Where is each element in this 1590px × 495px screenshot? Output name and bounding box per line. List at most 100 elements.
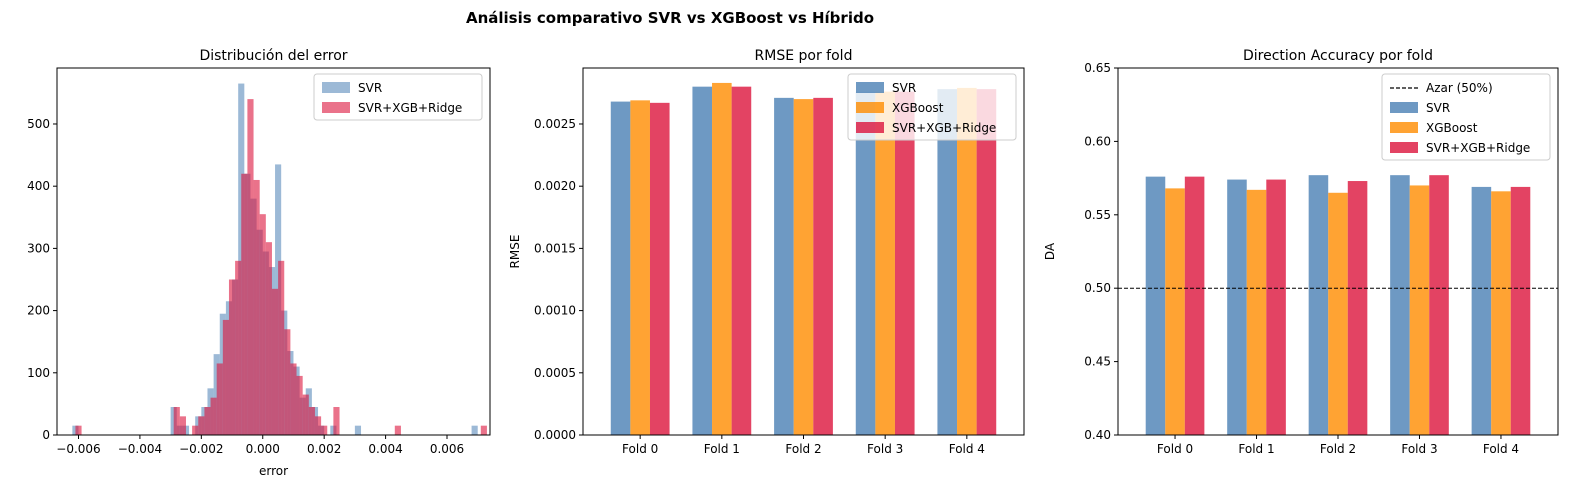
chart-2-ytick-label: 0.55 <box>1084 208 1111 222</box>
chart-0-hist-bar-1 <box>228 279 236 435</box>
figure-suptitle: Análisis comparativo SVR vs XGBoost vs H… <box>466 9 874 27</box>
chart-0-hist-bar-1 <box>253 179 260 435</box>
chart-0-hist-bar-1 <box>394 425 401 435</box>
chart-0-xtick-label: 0.006 <box>430 442 464 456</box>
chart-0-hist-bar-1 <box>284 329 291 435</box>
chart-2-xtick-label: Fold 0 <box>1157 442 1193 456</box>
chart-2-bar-1-2 <box>1328 192 1348 435</box>
chart-0-hist-bar-1 <box>216 363 223 435</box>
chart-2-bar-2-3 <box>1429 175 1449 435</box>
chart-0-hist-bar-1 <box>480 425 487 435</box>
chart-2-ytick-label: 0.60 <box>1084 134 1111 148</box>
chart-panels: Distribución del error error −0.006 −0.004 −… <box>27 48 1559 478</box>
chart-2-bar-1-0 <box>1165 188 1185 435</box>
chart-2-bar-1-4 <box>1491 191 1511 435</box>
chart-2-bar-0-3 <box>1390 175 1410 435</box>
chart-1-bar-2-1 <box>731 86 752 436</box>
chart-1-bar-0-3 <box>855 91 876 435</box>
chart-2-xtick-label: Fold 4 <box>1483 442 1519 456</box>
chart-2-ytick-label: 0.65 <box>1084 61 1111 75</box>
chart-1-xtick-label: Fold 2 <box>785 442 821 456</box>
chart-2-bar-2-2 <box>1347 181 1368 435</box>
chart-0-xtick-label: −0.006 <box>56 442 100 456</box>
chart-0-hist-bar-1 <box>265 242 272 435</box>
chart-1-legend-label: SVR+XGB+Ridge <box>892 121 996 135</box>
chart-2-bar-0-0 <box>1145 176 1166 435</box>
chart-1-bar-2-0 <box>649 102 670 436</box>
chart-1-ylabel: RMSE <box>508 235 522 269</box>
chart-2-ytick-label: 0.45 <box>1084 355 1111 369</box>
chart-1-bar-1-2 <box>793 99 814 436</box>
chart-1-legend-swatch <box>856 122 884 133</box>
chart-2-legend-label: SVR+XGB+Ridge <box>1426 141 1530 155</box>
chart-2-ytick-label: 0.50 <box>1084 281 1111 295</box>
chart-2-title: Direction Accuracy por fold <box>1243 48 1433 64</box>
chart-0-hist-bar-1 <box>247 99 254 436</box>
chart-0: Distribución del error error −0.006 −0.004 −… <box>27 48 491 478</box>
chart-1-xtick-label: Fold 4 <box>949 442 985 456</box>
chart-1-ytick-label: 0.0000 <box>534 428 576 442</box>
chart-1-frame <box>582 67 1025 436</box>
chart-1-bar-2-2 <box>813 97 833 435</box>
chart-0-hist-bar-1 <box>173 407 180 435</box>
chart-1-legend <box>847 73 1017 141</box>
chart-0-hist-bar-1 <box>314 416 322 435</box>
chart-2-xtick-label: Fold 1 <box>1238 442 1274 456</box>
chart-0-xtick-label: 0.002 <box>307 442 341 456</box>
chart-2-bar-2-1 <box>1266 179 1286 435</box>
chart-0-hist-bar-1 <box>278 260 285 435</box>
chart-1-xtick-label: Fold 3 <box>867 442 903 456</box>
chart-0-legend-swatch <box>322 82 350 93</box>
chart-2-bar-1-3 <box>1409 185 1430 435</box>
chart-0-legend <box>313 73 483 121</box>
chart-2-frame <box>1117 67 1559 436</box>
chart-2-legend-swatch <box>1390 102 1418 113</box>
chart-0-hist-bar-1 <box>210 397 217 435</box>
chart-0-hist-bar-0 <box>471 425 478 435</box>
chart-0-hist-bar-1 <box>308 407 315 435</box>
chart-1-legend-swatch <box>856 82 884 93</box>
chart-1-bar-2-3 <box>894 91 915 435</box>
chart-1-ytick-label: 0.0025 <box>534 117 576 131</box>
chart-2-bar-0-1 <box>1227 179 1247 435</box>
chart-0-hist-bar-1 <box>296 375 303 435</box>
chart-0-hist-bar-1 <box>235 260 242 435</box>
chart-1-bar-0-4 <box>937 89 958 435</box>
chart-0-hist-bar-1 <box>192 425 199 435</box>
chart-0-hist-bar-1 <box>179 416 186 435</box>
chart-0-hist-bar-0 <box>354 425 362 435</box>
chart-2-legend <box>1381 73 1551 161</box>
chart-1-ytick-label: 0.0005 <box>534 366 576 380</box>
chart-1-title: RMSE por fold <box>755 48 853 64</box>
chart-2-bar-0-4 <box>1471 186 1492 435</box>
chart-2-legend-swatch <box>1390 122 1418 133</box>
chart-0-legend-label: SVR <box>358 81 382 95</box>
chart-0-hist-bar-1 <box>290 363 297 435</box>
chart-0-hist-bar-1 <box>198 416 205 435</box>
chart-0-xtick-label: −0.004 <box>118 442 162 456</box>
chart-2-xtick-label: Fold 3 <box>1401 442 1437 456</box>
chart-0-ytick-label: 300 <box>27 241 50 255</box>
chart-2-bar-2-4 <box>1510 186 1531 435</box>
chart-1-legend-swatch <box>856 102 884 113</box>
chart-0-hist-bar-1 <box>302 394 309 435</box>
chart-1-ytick-label: 0.0010 <box>534 304 576 318</box>
chart-0-ytick-label: 500 <box>27 117 50 131</box>
chart-2-legend-label: XGBoost <box>1426 121 1478 135</box>
chart-2-legend-label: SVR <box>1426 101 1450 115</box>
chart-0-hist-bar-1 <box>75 425 82 435</box>
chart-0-hist-bar-1 <box>333 407 340 435</box>
chart-0-frame <box>56 67 491 436</box>
chart-1-bar-0-0 <box>610 101 631 435</box>
chart-1: RMSE por fold RMSE Fold 0 Fold 1 Fold 2 Fold … <box>508 48 1025 456</box>
chart-2-bar-1-1 <box>1246 189 1267 435</box>
chart-2-ylabel: DA <box>1043 242 1057 260</box>
chart-0-ytick-label: 0 <box>42 428 50 442</box>
chart-1-legend-label: XGBoost <box>892 101 944 115</box>
chart-2-legend-swatch <box>1390 142 1418 153</box>
chart-1-xtick-label: Fold 0 <box>622 442 658 456</box>
chart-0-hist-bar-1 <box>241 173 248 435</box>
chart-1-ytick-label: 0.0020 <box>534 179 576 193</box>
chart-0-title: Distribución del error <box>199 48 347 64</box>
chart-0-hist-bar-1 <box>204 407 211 435</box>
